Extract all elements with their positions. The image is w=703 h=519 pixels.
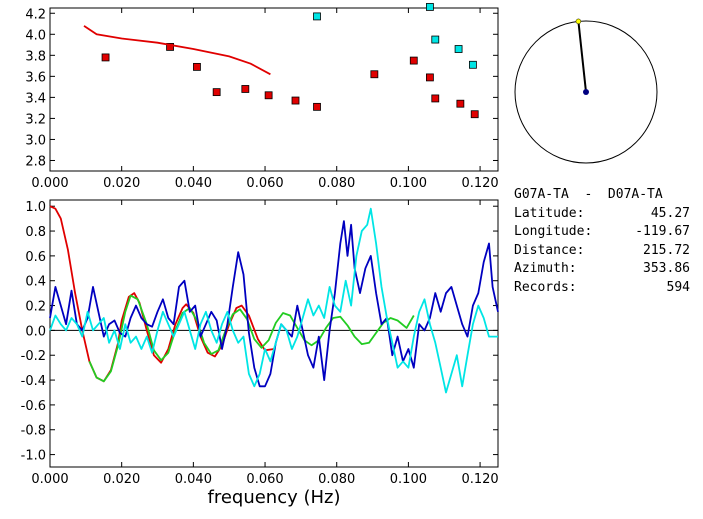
bottom-y-tick-label: 0.0 — [25, 324, 46, 339]
top-cyan-square-point — [431, 35, 440, 44]
top-x-tick-label: 0.000 — [31, 176, 68, 191]
top-red-square-point — [193, 62, 201, 71]
top-red-square-point — [370, 70, 379, 79]
phase-velocity-plot: 0.000 0.020 0.040 0.060 0.080 0.100 0.120 2.8 3… — [25, 3, 499, 191]
bottom-y-tick-label: 0.2 — [25, 300, 46, 315]
top-cyan-square-point — [426, 3, 434, 11]
bottom-green-curve — [88, 294, 415, 383]
azimuth-value: 353.86 — [643, 261, 690, 276]
bottom-y-tick-label: -1.0 — [21, 449, 46, 464]
top-y-tick-label: 4.2 — [25, 7, 46, 22]
bottom-y-tick-label: 0.6 — [25, 250, 46, 265]
top-red-square-point — [264, 91, 273, 100]
bottom-x-axis: 0.000 0.020 0.040 0.060 0.080 0.100 0.120 — [31, 200, 499, 487]
bottom-y-tick-label: -0.2 — [21, 349, 46, 364]
bottom-x-tick-label: 0.120 — [461, 472, 498, 487]
azimuth-compass — [514, 18, 658, 164]
bottom-y-axis: 1.0 0.8 0.6 0.4 0.2 0.0 -0.2 -0.4 -0.6 -0.8 -1.0 — [21, 200, 498, 464]
top-x-tick-label: 0.040 — [175, 176, 212, 191]
compass-circle — [514, 20, 658, 164]
bottom-x-tick-label: 0.040 — [175, 472, 212, 487]
top-red-square-point — [456, 99, 465, 108]
compass-center-marker — [583, 89, 589, 95]
top-red-square-point — [409, 56, 418, 65]
top-red-square-point — [241, 85, 250, 93]
bottom-x-tick-label: 0.100 — [390, 472, 427, 487]
coherency-plot: 0.000 0.020 0.040 0.060 0.080 0.100 0.120 1.00… — [21, 199, 499, 508]
latitude-value: 45.27 — [650, 205, 690, 221]
bottom-y-tick-label: 1.0 — [25, 200, 46, 215]
top-x-tick-label: 0.080 — [318, 176, 355, 191]
records-value: 594 — [666, 279, 690, 295]
records-label: Records: — [514, 279, 577, 295]
bottom-x-tick-label: 0.060 — [246, 472, 283, 487]
top-y-tick-label: 3.2 — [25, 112, 46, 127]
distance-label: Distance: — [514, 242, 585, 258]
bottom-y-tick-label: -0.6 — [21, 399, 46, 414]
top-y-tick-label: 4.0 — [25, 28, 46, 43]
info-row-distance: Distance: 215.72 — [514, 242, 690, 261]
top-cyan-square-point — [454, 45, 463, 53]
top-x-tick-label: 0.120 — [461, 176, 498, 191]
top-y-tick-label: 3.6 — [25, 70, 46, 85]
top-red-square-point — [166, 43, 174, 51]
top-red-square-point — [470, 110, 479, 119]
top-red-curve — [83, 25, 271, 76]
info-row-latitude: Latitude: 45.27 — [514, 205, 690, 224]
top-cyan-square-point — [469, 60, 477, 69]
bottom-y-tick-label: -0.8 — [21, 424, 46, 439]
azimuth-needle — [577, 21, 587, 93]
top-series-group — [83, 3, 479, 119]
top-y-tick-label: 3.0 — [25, 133, 46, 148]
top-red-square-point — [101, 53, 110, 62]
bottom-y-tick-label: 0.8 — [25, 225, 46, 240]
top-x-tick-label: 0.100 — [390, 176, 427, 191]
bottom-x-tick-label: 0.000 — [31, 472, 68, 487]
needle-tip-marker — [575, 18, 582, 25]
bottom-y-tick-label: 0.4 — [25, 275, 46, 290]
info-row-longitude: Longitude: -119.67 — [514, 223, 690, 242]
bottom-plot-frame — [49, 199, 499, 468]
top-red-square-point — [313, 102, 321, 111]
top-x-axis: 0.000 0.020 0.040 0.060 0.080 0.100 0.120 — [31, 8, 499, 191]
top-y-tick-label: 3.4 — [25, 91, 46, 106]
bottom-series-group — [49, 205, 499, 394]
top-plot-frame — [49, 7, 499, 172]
top-x-tick-label: 0.020 — [103, 176, 140, 191]
azimuth-label: Azimuth: — [514, 261, 577, 276]
longitude-value: -119.67 — [635, 224, 690, 239]
top-x-tick-label: 0.060 — [246, 176, 283, 191]
top-red-square-point — [426, 73, 434, 82]
x-axis-label: frequency (Hz) — [207, 487, 340, 508]
bottom-y-tick-label: -0.4 — [21, 374, 46, 389]
bottom-red-curve — [49, 205, 275, 383]
top-cyan-square-point — [313, 12, 321, 21]
top-y-axis: 2.8 3.0 3.2 3.4 3.6 3.8 4.0 4.2 — [25, 7, 498, 169]
top-y-tick-label: 2.8 — [25, 154, 46, 169]
latitude-label: Latitude: — [514, 205, 585, 221]
bottom-blue-curve — [49, 220, 499, 388]
longitude-label: Longitude: — [514, 224, 593, 239]
top-red-square-point — [291, 96, 300, 105]
info-row-azimuth: Azimuth: 353.86 — [514, 260, 690, 279]
distance-value: 215.72 — [643, 242, 690, 258]
station-info-panel: G07A-TA - D07A-TA Latitude: 45.27 Longitu… — [514, 186, 690, 297]
station-pair: G07A-TA - D07A-TA — [514, 187, 663, 202]
bottom-cyan-curve — [49, 207, 498, 394]
top-y-tick-label: 3.8 — [25, 49, 46, 64]
bottom-x-tick-label: 0.020 — [103, 472, 140, 487]
bottom-x-tick-label: 0.080 — [318, 472, 355, 487]
top-red-square-point — [431, 94, 440, 103]
info-row-records: Records: 594 — [514, 279, 690, 298]
top-red-square-point — [212, 88, 221, 97]
